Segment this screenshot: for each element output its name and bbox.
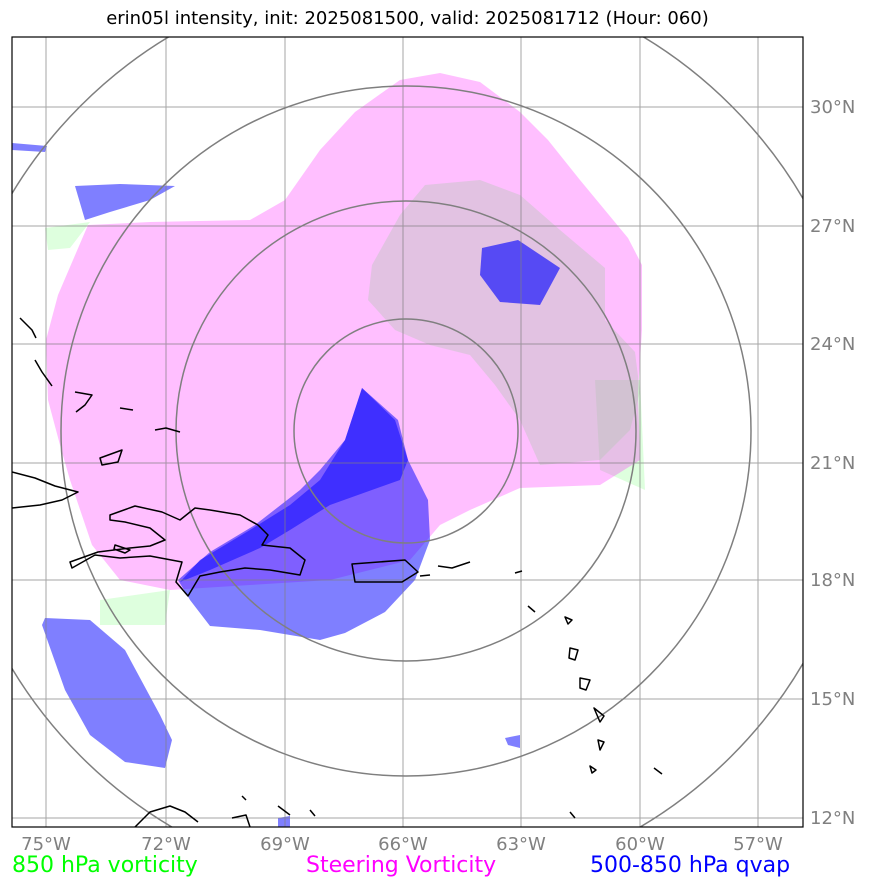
qvap-area-core (180, 388, 408, 582)
leeward-island-3 (527, 605, 536, 613)
range-ring-1 (293, 318, 519, 544)
steering-vorticity-layer (46, 73, 642, 590)
st-lucia (593, 707, 605, 723)
island-south-1 (231, 814, 251, 827)
steering-vorticity-overlap-area (368, 180, 640, 465)
island-south-4 (569, 811, 576, 819)
latitude-labels: 30°N 27°N 24°N 21°N 18°N 15°N 12°N (810, 97, 855, 829)
bahamas-island-3 (74, 391, 93, 413)
coastlines (12, 317, 663, 827)
lon-label-57w: 57°W (733, 834, 783, 855)
lat-label-18n: 18°N (810, 570, 855, 591)
steering-vorticity-area (46, 73, 642, 590)
lat-label-27n: 27°N (810, 216, 855, 237)
qvap-area-northeast (480, 240, 560, 305)
qvap-area-east-patch (505, 735, 520, 748)
cuba-coast (12, 471, 79, 509)
lat-label-30n: 30°N (810, 97, 855, 118)
qvap-area-south-patch (278, 816, 290, 827)
martinique (579, 677, 591, 691)
lon-label-66w: 66°W (378, 834, 428, 855)
legend-vorticity-850: 850 hPa vorticity (12, 853, 198, 878)
legend-qvap: 500-850 hPa qvap (590, 853, 791, 878)
guadeloupe (568, 647, 579, 661)
tobago (653, 767, 663, 775)
south-america-coast (134, 805, 199, 827)
bahamas-island-2 (34, 359, 53, 387)
lon-label-63w: 63°W (496, 834, 546, 855)
bahamas-island-1 (19, 317, 37, 339)
lat-label-15n: 15°N (810, 689, 855, 710)
leeward-island-1 (437, 561, 471, 569)
qvap-area-northwest (75, 184, 175, 220)
map-frame (11, 36, 804, 828)
qvap-area-north-edge (12, 143, 47, 152)
leeward-island-4 (564, 616, 573, 625)
vorticity-850-area-south (100, 590, 170, 625)
lat-label-24n: 24°N (810, 334, 855, 355)
grenada (589, 765, 597, 774)
island-south-3 (309, 809, 316, 817)
qvap-area-southwest (42, 618, 172, 768)
longitude-labels: 75°W 72°W 69°W 66°W 63°W 60°W 57°W (21, 834, 783, 855)
legend-steering-vorticity: Steering Vorticity (306, 853, 497, 878)
aruba-curacao (241, 795, 247, 801)
lon-label-60w: 60°W (615, 834, 665, 855)
lon-label-75w: 75°W (21, 834, 71, 855)
hispaniola-coast (69, 505, 306, 597)
qvap-layer (12, 143, 560, 827)
jamaica-coast (113, 544, 131, 554)
turks-caicos (99, 449, 123, 466)
lon-label-69w: 69°W (260, 834, 310, 855)
graticule (12, 37, 803, 827)
lat-label-21n: 21°N (810, 453, 855, 474)
range-ring-3 (60, 85, 752, 777)
puerto-rico-coast (351, 559, 419, 583)
virgin-islands (419, 574, 431, 577)
st-vincent (597, 739, 605, 751)
bahamas-island-4 (119, 407, 134, 411)
leeward-island-2 (514, 570, 523, 574)
island-south-2 (277, 805, 291, 816)
vorticity-850-area-west (45, 222, 90, 250)
map-title: erin05l intensity, init: 2025081500, val… (106, 8, 709, 29)
bahamas-island-5 (154, 427, 181, 433)
lat-label-12n: 12°N (810, 808, 855, 829)
lon-label-72w: 72°W (141, 834, 191, 855)
